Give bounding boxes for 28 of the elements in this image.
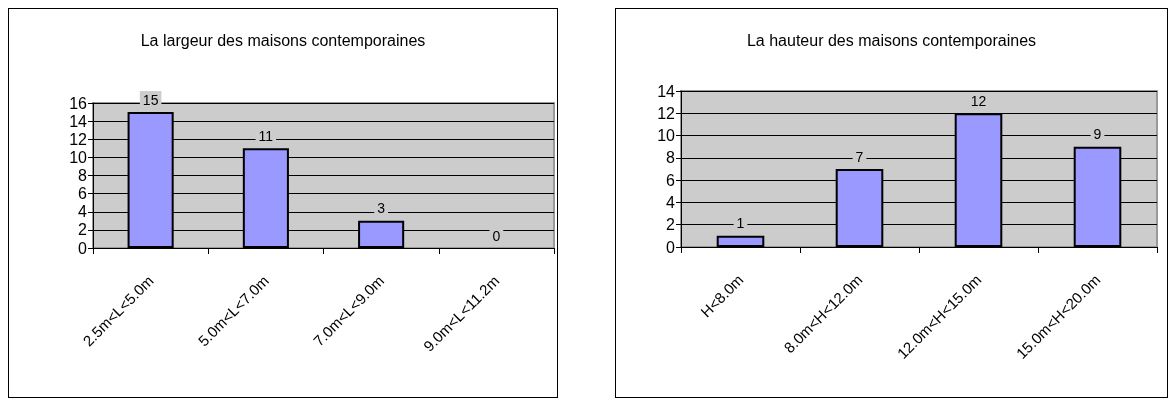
data-label: 9 [1093, 126, 1102, 143]
data-label: 3 [377, 200, 386, 217]
y-tick-label: 12 [657, 104, 676, 122]
y-tick-label: 10 [69, 148, 88, 166]
y-tick-label: 2 [78, 221, 88, 239]
data-label: 1 [736, 215, 745, 232]
y-tick-label: 8 [78, 167, 88, 184]
y-tick-label: 14 [657, 82, 676, 100]
data-label: 7 [855, 148, 864, 165]
y-tick-label: 16 [69, 94, 88, 112]
data-label: 15 [142, 91, 159, 108]
chart-title: La hauteur des maisons contemporaines [746, 31, 1037, 49]
y-tick-label: 4 [78, 203, 88, 221]
y-tick-label: 12 [69, 130, 88, 148]
chart-title: La largeur des maisons contemporaines [140, 31, 426, 49]
bar [716, 235, 765, 247]
y-tick-label: 2 [666, 216, 676, 234]
y-tick-label: 6 [666, 171, 676, 189]
y-tick-label: 6 [78, 185, 88, 203]
data-label: 11 [258, 127, 274, 144]
data-label: 12 [970, 92, 987, 109]
y-tick-label: 10 [657, 127, 676, 145]
y-tick-label: 0 [78, 239, 88, 257]
y-tick-label: 14 [69, 112, 88, 130]
y-tick-label: 0 [666, 238, 676, 256]
y-tick-label: 8 [666, 149, 676, 167]
data-label: 0 [492, 227, 501, 244]
y-tick-label: 4 [666, 193, 676, 211]
